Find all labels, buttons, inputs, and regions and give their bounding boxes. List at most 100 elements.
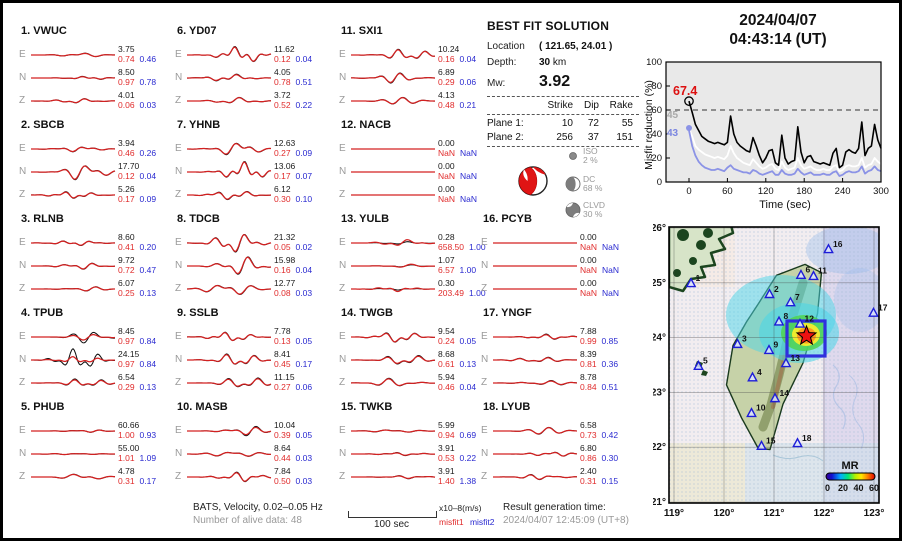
channel-values: 3.91 0.53 0.22 <box>438 443 476 463</box>
station-block: 6. YD07 E 11.62 0.12 0.04 N 4.05 0.78 0.51 Z 3.72 0… <box>175 25 327 119</box>
misfit1-value: 0.06 <box>118 99 135 110</box>
channel-label: N <box>339 448 347 459</box>
result-time-label: Result generation time: <box>503 502 606 513</box>
station-title: 12. NACB <box>341 119 392 131</box>
peak-amplitude: 8.78 <box>580 372 597 382</box>
channel-label: N <box>19 72 27 83</box>
station-triangle-icon <box>763 344 775 355</box>
misfit2-value: 0.26 <box>139 147 157 158</box>
misfit1-value: 0.73 <box>580 429 597 440</box>
waveform-plot <box>493 426 578 435</box>
channel-label: N <box>339 354 347 365</box>
misfit2-value: 0.47 <box>139 264 157 275</box>
channel-label: E <box>339 425 346 436</box>
channel-row: E 5.99 0.94 0.69 <box>339 419 487 442</box>
channel-row: Z 5.94 0.46 0.04 <box>339 371 487 394</box>
misfit1-value: 1.01 <box>118 452 135 463</box>
depth-label: Depth: <box>487 57 517 68</box>
channel-label: N <box>481 354 489 365</box>
channel-label: N <box>175 260 183 271</box>
misfit1-value: 1.00 <box>118 429 135 440</box>
channel-row: E 0.00 NaN NaN <box>339 137 487 160</box>
station-block: 16. PCYB E 0.00 NaN NaN N 0.00 NaN NaN Z 0.00 NaN Na… <box>481 213 633 307</box>
misfit2-value: 0.04 <box>459 381 477 392</box>
waveform-plot <box>351 286 436 292</box>
channel-row: N 9.72 0.72 0.47 <box>19 254 171 277</box>
misfit1-value: 0.08 <box>274 287 291 298</box>
col-header-strike: Strike <box>547 100 573 111</box>
dc-icon <box>565 176 581 192</box>
misfit1-value: 0.45 <box>274 358 291 369</box>
station-title: 14. TWGB <box>341 307 393 319</box>
misfit2-value: 0.42 <box>601 429 619 440</box>
peak-amplitude: 7.88 <box>580 326 597 336</box>
channel-row: Z 3.91 1.40 1.38 <box>339 465 487 488</box>
iso-label: ISO <box>583 146 598 156</box>
lat-tick-label: 25° <box>653 278 666 289</box>
map-station-marker: 6 <box>795 265 811 280</box>
epicenter-star <box>795 324 818 346</box>
misfit1-value: 0.52 <box>274 99 291 110</box>
lat-tick-label: 22° <box>653 442 666 453</box>
misfit1-value: NaN <box>580 241 598 252</box>
svg-text:180: 180 <box>796 186 812 197</box>
station-number: 9 <box>774 340 779 350</box>
svg-text:240: 240 <box>835 186 851 197</box>
svg-text:100: 100 <box>646 57 662 68</box>
map-axis-labels: 119° 120° 121° 122° 123° 21° 22° 23° 24° 25° 26° <box>653 223 884 519</box>
waveform-plot <box>31 164 116 180</box>
peak-amplitude: 6.12 <box>274 184 291 194</box>
channel-values: 4.01 0.06 0.03 <box>118 90 156 110</box>
waveform-plot <box>351 96 435 105</box>
misfit2-value: 0.02 <box>295 241 313 252</box>
waveform-plot <box>186 233 272 253</box>
misfit2-value: 0.09 <box>295 147 313 158</box>
channel-values: 12.63 0.27 0.09 <box>274 138 313 158</box>
station-title: 17. YNGF <box>483 307 532 319</box>
blue-line-annotation: 43 <box>667 128 679 139</box>
misfit1-value: 0.31 <box>118 475 135 486</box>
map-station-marker: 16 <box>823 239 843 254</box>
station-block: 14. TWGB E 9.54 0.24 0.05 N 8.68 0.61 0.13 Z 5.94 0… <box>339 307 487 401</box>
station-block: 17. YNGF E 7.88 0.99 0.85 N 8.39 0.81 0.36 Z 8.78 0… <box>481 307 633 401</box>
channel-row: E 8.45 0.97 0.84 <box>19 325 171 348</box>
focal-mechanism-beachball <box>518 166 548 196</box>
misfit2-value: 0.36 <box>601 358 619 369</box>
peak-amplitude: 13.06 <box>274 161 296 171</box>
misfit2-value: 0.13 <box>139 381 157 392</box>
misfit2-start-marker <box>686 125 692 131</box>
station-title: 2. SBCB <box>21 119 65 131</box>
channel-label: Z <box>339 471 346 482</box>
result-time-value: 2024/04/07 12:45:09 (UT+8) <box>503 515 629 526</box>
svg-text:0: 0 <box>657 177 662 188</box>
misfit1-value: 0.41 <box>118 241 135 252</box>
channel-label: Z <box>19 95 26 106</box>
misfit2-value: NaN <box>460 170 478 181</box>
peak-amplitude: 17.70 <box>118 161 140 171</box>
station-block: 15. TWKB E 5.99 0.94 0.69 N 3.91 0.53 0.22 Z 3.91 1… <box>339 401 487 495</box>
channel-row: N 15.98 0.16 0.04 <box>175 254 327 277</box>
channel-values: 15.98 0.16 0.04 <box>274 255 312 275</box>
station-triangle-icon <box>785 296 796 307</box>
channel-label: N <box>19 260 27 271</box>
channel-label: Z <box>175 189 182 200</box>
peak-amplitude: 4.05 <box>274 67 291 77</box>
station-title: 4. TPUB <box>21 307 64 319</box>
waveform-plot <box>350 71 436 84</box>
waveform-plot <box>351 238 436 246</box>
misfit1-value: 0.44 <box>274 452 291 463</box>
channel-row: N 1.07 6.57 1.00 <box>339 254 487 277</box>
misfit1-value: 0.27 <box>274 381 291 392</box>
peak-amplitude: 3.75 <box>118 44 135 54</box>
misfit2-value: 0.06 <box>295 381 313 392</box>
nodal-plane-table: Strike Dip Rake Plane 1: 10 72 55 Plane … <box>487 96 639 147</box>
channel-values: 0.00 NaN NaN <box>438 161 478 181</box>
peak-amplitude: 60.66 <box>118 420 140 430</box>
channel-row: E 6.58 0.73 0.42 <box>481 419 633 442</box>
channel-values: 12.77 0.08 0.03 <box>274 278 312 298</box>
peak-amplitude: 9.72 <box>118 255 135 265</box>
channel-values: 6.12 0.30 0.10 <box>274 184 312 204</box>
map-station-marker: 2 <box>764 284 779 299</box>
map-station-marker: 1 <box>685 273 701 288</box>
channel-values: 3.75 0.74 0.46 <box>118 44 156 64</box>
